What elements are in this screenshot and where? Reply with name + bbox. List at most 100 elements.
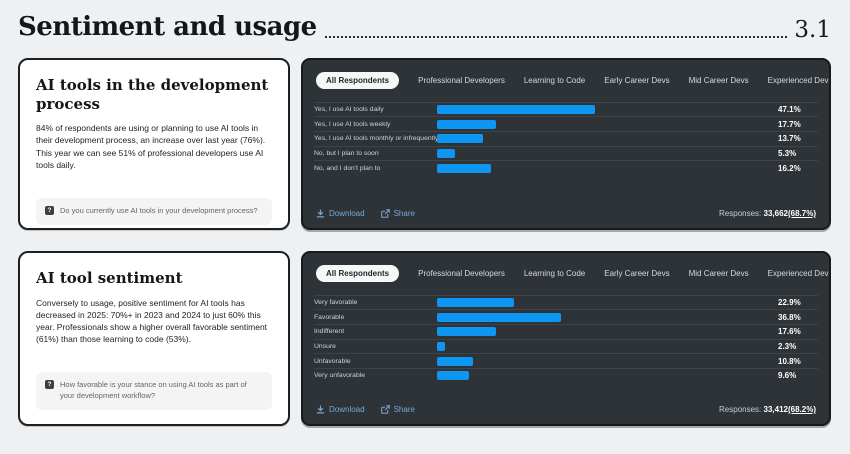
section-header: Sentiment and usage 3.1 [0, 0, 850, 43]
survey-question-text: Do you currently use AI tools in your de… [60, 205, 258, 215]
chart-row-label: Unsure [314, 342, 336, 350]
chart-row: Yes, I use AI tools weekly 17.7% [314, 116, 818, 131]
chart-row: Very favorable 22.9% [314, 294, 818, 310]
responses-label: Responses: [719, 404, 762, 414]
chart-row: Indifferent 17.6% [314, 324, 818, 339]
bar-value-label: 47.1% [778, 105, 801, 115]
bar-track [437, 119, 773, 129]
chart-panel-sentiment: All Respondents Professional Developers … [301, 250, 831, 426]
bar [437, 312, 561, 322]
survey-question-text: How favorable is your stance on using AI… [60, 379, 247, 400]
bar-track [437, 105, 773, 115]
card-ai-tool-sentiment: AI tool sentiment Conversely to usage, p… [18, 250, 290, 426]
tab-professional-developers[interactable]: Professional Developers [418, 268, 505, 278]
card-title: AI tools in the development process [36, 75, 269, 113]
bar-chart-usage: Yes, I use AI tools daily 47.1% Yes, I u… [314, 101, 818, 175]
chart-row-label: Very unfavorable [314, 372, 366, 380]
responses-percentage: (68.7%) [787, 208, 816, 218]
share-label: Share [393, 208, 415, 218]
download-button[interactable]: Download [316, 405, 365, 414]
tab-experienced-devs[interactable]: Experienced Devs [767, 75, 831, 85]
bar [437, 134, 484, 144]
tab-all-respondents[interactable]: All Respondents [316, 264, 400, 282]
question-mark-icon: ? [45, 206, 54, 216]
share-icon [380, 405, 390, 414]
chart-row-label: Unfavorable [314, 357, 351, 365]
bar-track [437, 163, 773, 173]
bar-value-label: 22.9% [778, 298, 801, 308]
chart-row: No, but I plan to soon 5.3% [314, 145, 818, 161]
chart-row: Favorable 36.8% [314, 309, 818, 324]
chart-row: Yes, I use AI tools daily 47.1% [314, 101, 818, 117]
bar [437, 356, 474, 366]
bar [437, 163, 492, 173]
bar-value-label: 16.2% [778, 163, 801, 173]
tab-learning-to-code[interactable]: Learning to Code [523, 268, 586, 278]
chart-row-label: Indifferent [314, 328, 345, 336]
question-mark-icon: ? [45, 380, 54, 390]
tab-professional-developers[interactable]: Professional Developers [418, 75, 505, 85]
download-label: Download [329, 208, 365, 218]
panel-footer: Download Share Responses: 33,412(68.2%) [314, 405, 818, 415]
tab-learning-to-code[interactable]: Learning to Code [523, 75, 586, 85]
chart-row: Unsure 2.3% [314, 338, 818, 354]
chart-row-label: No, and I don't plan to [314, 164, 381, 172]
download-button[interactable]: Download [316, 209, 365, 218]
tab-mid-career-devs[interactable]: Mid Career Devs [688, 268, 749, 278]
tab-experienced-devs[interactable]: Experienced Devs [767, 268, 831, 278]
bar-track [437, 341, 773, 351]
responses-label: Responses: [719, 208, 762, 218]
chart-row: No, and I don't plan to 16.2% [314, 160, 818, 175]
bar-track [437, 327, 773, 337]
bar-chart-sentiment: Very favorable 22.9% Favorable 36.8% Ind… [314, 294, 818, 383]
responses-value: 33,412 [763, 404, 788, 414]
share-label: Share [393, 404, 415, 414]
bar-value-label: 13.7% [778, 134, 801, 144]
tab-all-respondents[interactable]: All Respondents [316, 71, 400, 89]
bar [437, 105, 596, 115]
bar-track [437, 312, 773, 322]
tab-early-career-devs[interactable]: Early Career Devs [604, 75, 670, 85]
panel-footer: Download Share Responses: 33,662(68.7%) [314, 209, 818, 219]
page-title: Sentiment and usage [18, 12, 317, 42]
responses-percentage: (68.2%) [787, 404, 816, 414]
bar-track [437, 134, 773, 144]
bar-value-label: 2.3% [778, 341, 797, 351]
share-button[interactable]: Share [380, 208, 415, 218]
bar-value-label: 5.3% [778, 148, 797, 158]
tab-early-career-devs[interactable]: Early Career Devs [604, 268, 670, 278]
card-body: 84% of respondents are using or planning… [36, 123, 266, 170]
survey-question-box: ? Do you currently use AI tools in your … [36, 197, 272, 225]
chart-row-label: Yes, I use AI tools daily [314, 106, 384, 114]
tab-mid-career-devs[interactable]: Mid Career Devs [688, 75, 749, 85]
dotted-leader [324, 35, 788, 38]
chart-row-label: Yes, I use AI tools monthly or infrequen… [314, 135, 437, 143]
bar-value-label: 10.8% [778, 356, 801, 366]
chart-row: Yes, I use AI tools monthly or infrequen… [314, 131, 818, 146]
bar [437, 371, 470, 381]
audience-tabs: All Respondents Professional Developers … [314, 264, 829, 282]
responses-count: Responses: 33,412(68.2%) [719, 405, 816, 414]
download-icon [316, 209, 325, 218]
share-button[interactable]: Share [380, 404, 415, 414]
bar-track [437, 356, 773, 366]
bar [437, 327, 497, 337]
chart-row-label: Favorable [314, 313, 345, 321]
bar-value-label: 17.6% [778, 327, 801, 337]
download-icon [316, 405, 325, 414]
card-ai-tools-usage: AI tools in the development process 84% … [18, 57, 290, 230]
bar-value-label: 17.7% [778, 119, 801, 129]
section-number: 3.1 [794, 16, 831, 43]
bar-track [437, 298, 773, 308]
bar-track [437, 148, 773, 158]
chart-row-label: Yes, I use AI tools weekly [314, 120, 391, 128]
card-body: Conversely to usage, positive sentiment … [36, 297, 268, 344]
survey-question-box: ? How favorable is your stance on using … [36, 371, 272, 410]
audience-tabs: All Respondents Professional Developers … [314, 71, 829, 89]
chart-row: Very unfavorable 9.6% [314, 367, 818, 383]
card-title: AI tool sentiment [36, 268, 183, 287]
chart-row-label: No, but I plan to soon [314, 149, 379, 157]
content-grid: AI tools in the development process 84% … [0, 43, 850, 426]
bar-value-label: 36.8% [778, 312, 801, 322]
bar [437, 341, 445, 351]
